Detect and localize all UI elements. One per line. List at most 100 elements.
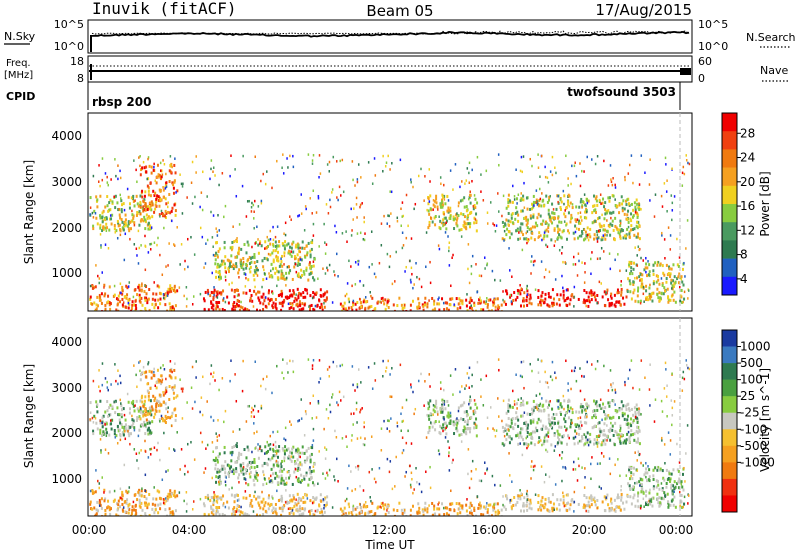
velocity-cell [607, 401, 610, 405]
velocity-cell [466, 420, 469, 424]
power-cell [558, 228, 561, 232]
power-cell [439, 205, 442, 209]
velocity-cell [434, 512, 437, 516]
velocity-cell [610, 507, 613, 511]
power-colorbar-segment [722, 204, 737, 223]
velocity-cell [262, 507, 265, 511]
velocity-cell [640, 490, 643, 494]
power-cell [403, 305, 406, 309]
nsky-label: N.Sky [4, 30, 36, 43]
power-cell [619, 228, 622, 232]
power-cell [594, 219, 597, 223]
velocity-cell [262, 470, 265, 474]
power-cell [172, 186, 175, 190]
power-cell [168, 242, 170, 245]
power-cell [637, 289, 640, 293]
power-cell [636, 214, 639, 218]
velocity-cell [148, 431, 151, 435]
power-cell [553, 303, 555, 307]
power-cell [102, 225, 105, 229]
nsky-panel [87, 19, 693, 54]
velocity-cell [121, 497, 124, 501]
power-cell [109, 208, 112, 212]
power-cell [123, 223, 126, 227]
velocity-cell [144, 395, 147, 399]
velocity-cell [468, 505, 471, 509]
power-cell [401, 201, 404, 204]
power-cell [214, 258, 217, 262]
power-cell [356, 178, 359, 181]
velocity-cell [258, 495, 261, 499]
power-cell [480, 173, 482, 176]
power-cell [320, 305, 323, 309]
velocity-cell [113, 489, 116, 493]
power-cell [486, 297, 488, 300]
velocity-cell [553, 417, 556, 421]
power-cell [423, 199, 425, 202]
velocity-cell [565, 427, 568, 431]
power-cell [442, 211, 445, 215]
power-cell [325, 243, 328, 246]
power-cell [410, 281, 412, 284]
velocity-cell [540, 499, 543, 503]
power-cell [165, 185, 168, 188]
velocity-cell [505, 494, 508, 498]
power-cell [553, 244, 556, 247]
power-cell [157, 173, 160, 177]
velocity-cell [121, 431, 124, 435]
velocity-cell [686, 424, 689, 427]
power-cell [537, 236, 539, 239]
velocity-cell [135, 418, 138, 422]
power-cell [326, 163, 329, 166]
power-cell [555, 171, 557, 175]
power-cell [638, 237, 641, 241]
velocity-cell [222, 464, 225, 468]
power-cell [215, 241, 218, 245]
power-cell [476, 201, 479, 205]
velocity-cell [647, 465, 649, 468]
velocity-cell [89, 418, 91, 421]
power-cell [308, 263, 311, 267]
power-cell [138, 296, 141, 300]
velocity-cell [93, 414, 96, 418]
power-cell [195, 155, 197, 158]
power-cell [587, 304, 590, 308]
velocity-cell [565, 429, 567, 432]
velocity-cell [514, 416, 517, 420]
power-cell [311, 212, 313, 215]
power-cell [664, 288, 666, 292]
power-cell [659, 296, 662, 300]
power-cell [475, 212, 478, 216]
power-cell [565, 237, 568, 241]
power-cell [312, 189, 315, 193]
velocity-cell [94, 417, 97, 420]
power-cell [323, 222, 325, 226]
power-cell [257, 290, 260, 294]
power-cell [512, 184, 514, 188]
nsearch-trace [91, 30, 690, 35]
power-cell [468, 181, 471, 185]
velocity-cell [144, 489, 147, 493]
power-cell [104, 292, 107, 296]
power-cell [565, 206, 568, 210]
velocity-cell [613, 443, 616, 447]
power-cell [617, 231, 620, 235]
power-cell [486, 305, 489, 309]
power-cell [158, 176, 160, 179]
power-cell [250, 260, 253, 264]
power-cell [163, 226, 165, 230]
power-cell [562, 260, 564, 264]
power-cell [324, 299, 327, 303]
power-cell [323, 298, 326, 302]
power-cell [571, 216, 573, 220]
power-cell [216, 265, 219, 269]
power-cell [539, 187, 541, 191]
power-cell [123, 258, 126, 262]
power-cell [265, 245, 268, 249]
power-cell [523, 216, 526, 220]
velocity-cell [127, 511, 130, 515]
power-cell [235, 262, 238, 266]
velocity-cell [279, 498, 282, 502]
velocity-cell [283, 482, 286, 486]
freq-tick-bottom: 8 [77, 72, 84, 85]
